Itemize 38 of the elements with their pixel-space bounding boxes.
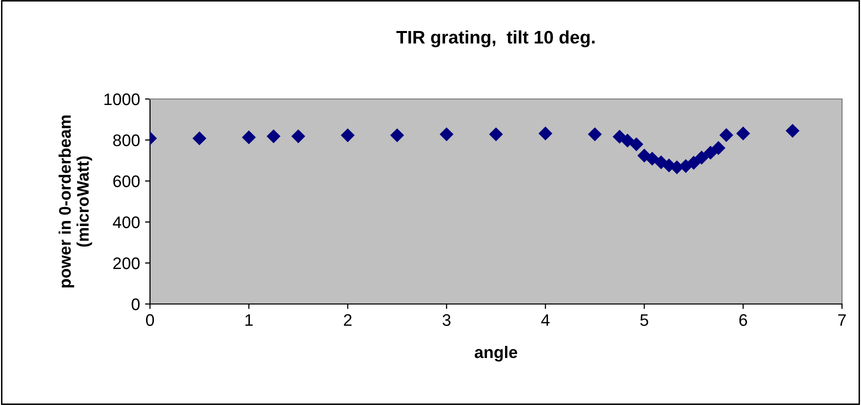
point bbox=[242, 130, 256, 144]
y-tick-label: 1000 bbox=[104, 93, 140, 106]
point bbox=[440, 127, 454, 142]
point bbox=[588, 127, 602, 142]
point bbox=[192, 131, 206, 146]
point bbox=[390, 128, 404, 142]
y-tick-label: 800 bbox=[113, 134, 140, 146]
point bbox=[612, 130, 627, 144]
x-tick-label: 6 bbox=[739, 314, 748, 326]
point bbox=[629, 137, 644, 152]
point bbox=[736, 126, 750, 140]
point bbox=[704, 146, 718, 160]
x-tick-label: 2 bbox=[344, 314, 352, 326]
y-tick-label: 0 bbox=[132, 298, 140, 310]
y-tick-label: 400 bbox=[112, 216, 140, 228]
x-tick-label: 3 bbox=[442, 314, 450, 326]
point bbox=[266, 129, 281, 144]
x-tick-label: 5 bbox=[640, 314, 648, 326]
x-tick-label: 7 bbox=[838, 314, 846, 326]
x-tick-label: 0 bbox=[146, 314, 154, 326]
point bbox=[538, 126, 552, 140]
point bbox=[711, 141, 726, 155]
point bbox=[686, 156, 701, 170]
point bbox=[489, 127, 503, 142]
y-tick-label: 200 bbox=[113, 257, 140, 270]
point bbox=[620, 134, 634, 148]
point bbox=[645, 152, 660, 166]
point bbox=[291, 129, 306, 144]
point bbox=[694, 150, 709, 165]
y-tick-label: 600 bbox=[113, 175, 140, 188]
point bbox=[786, 124, 800, 138]
point bbox=[340, 128, 355, 142]
x-tick-label: 4 bbox=[541, 314, 550, 326]
x-axis-title: angle bbox=[474, 346, 518, 362]
x-tick-label: 1 bbox=[245, 314, 253, 326]
chart-title: TIR grating, tilt 10 deg. bbox=[396, 30, 595, 48]
point bbox=[719, 128, 734, 142]
y-axis-title: power in 0-orderbeam (microWatt) bbox=[58, 115, 92, 288]
